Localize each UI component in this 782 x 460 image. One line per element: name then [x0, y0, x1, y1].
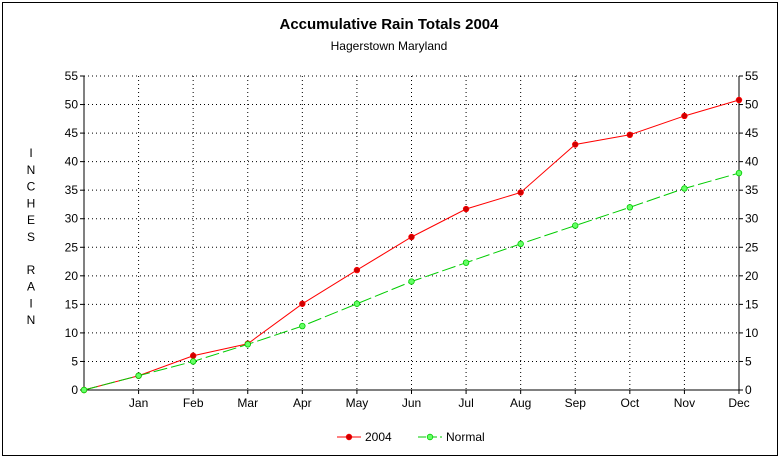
y-tick-label-right: 30 — [745, 212, 759, 226]
y-label-char: E — [27, 213, 35, 227]
x-tick-label: Jan — [129, 396, 148, 410]
y-tick-label-right: 45 — [745, 126, 759, 140]
y-tick-label-right: 40 — [745, 155, 759, 169]
y-tick-label-right: 35 — [745, 183, 759, 197]
y-tick-label-right: 25 — [745, 240, 759, 254]
series-point-1 — [135, 372, 142, 379]
x-tick-label: May — [346, 396, 369, 410]
y-tick-label-left: 30 — [65, 212, 79, 226]
series-point-0 — [353, 266, 361, 274]
x-tick-label: Mar — [237, 396, 258, 410]
series — [80, 96, 743, 394]
series-point-1 — [735, 169, 743, 177]
y-tick-label-right: 55 — [745, 69, 759, 83]
x-tick-label: Oct — [620, 396, 639, 410]
x-tick-label: Aug — [510, 396, 531, 410]
series-point-0 — [299, 300, 306, 307]
chart-title: Accumulative Rain Totals 2004 — [280, 16, 500, 33]
series-point-1 — [626, 204, 634, 211]
series-point-0 — [517, 189, 524, 196]
y-label-char: C — [27, 180, 36, 194]
series-point-1 — [353, 300, 361, 307]
series-point-0 — [462, 205, 470, 213]
series-point-1 — [189, 358, 197, 365]
chart-frame — [2, 2, 778, 456]
series-point-1 — [408, 278, 415, 285]
chart-subtitle: Hagerstown Maryland — [331, 39, 448, 53]
y-label-char: S — [27, 230, 35, 244]
series-point-0 — [189, 352, 197, 359]
x-tick-label: Jun — [402, 396, 421, 410]
series-point-1 — [80, 386, 88, 394]
x-tick-label: Dec — [728, 396, 749, 410]
series-point-1 — [517, 240, 524, 248]
series-point-1 — [681, 185, 688, 192]
legend-marker-0 — [345, 433, 353, 441]
x-tick-label: Sep — [565, 396, 587, 410]
y-label-char: I — [29, 146, 32, 160]
y-tick-label-left: 50 — [65, 98, 79, 112]
series-point-1 — [299, 322, 306, 330]
series-point-0 — [572, 141, 579, 148]
legend-label-0: 2004 — [365, 430, 392, 444]
y-tick-label-left: 55 — [65, 69, 79, 83]
y-tick-label-left: 20 — [65, 269, 79, 283]
y-tick-label-left: 10 — [65, 326, 79, 340]
y-tick-label-left: 15 — [65, 297, 79, 311]
legend-marker-1 — [426, 433, 434, 441]
series-point-0 — [735, 96, 743, 104]
y-label-char: N — [27, 163, 36, 177]
y-tick-label-right: 20 — [745, 269, 759, 283]
legend-label-1: Normal — [446, 430, 485, 444]
series-point-0 — [626, 131, 634, 139]
y-tick-label-right: 15 — [745, 297, 759, 311]
grid — [84, 75, 739, 390]
y-label-char: H — [27, 196, 36, 210]
x-tick-label: Jul — [458, 396, 473, 410]
legend: 2004 Normal — [337, 430, 485, 444]
y-label-char: A — [27, 280, 35, 294]
y-tick-label-left: 0 — [71, 383, 78, 397]
y-tick-label-right: 50 — [745, 98, 759, 112]
y-tick-label-right: 5 — [745, 354, 752, 368]
y-tick-label-left: 25 — [65, 240, 79, 254]
y-label-char: R — [27, 263, 36, 277]
x-tick-label: Feb — [183, 396, 204, 410]
y-label-char: N — [27, 313, 36, 327]
y-tick-label-left: 40 — [65, 155, 79, 169]
y-tick-label-left: 5 — [71, 354, 78, 368]
y-label-char: I — [29, 296, 32, 310]
series-point-1 — [462, 259, 470, 266]
x-tick-label: Nov — [674, 396, 695, 410]
y-tick-label-left: 35 — [65, 183, 79, 197]
y-tick-label-left: 45 — [65, 126, 79, 140]
y-tick-label-right: 10 — [745, 326, 759, 340]
series-point-1 — [572, 222, 579, 229]
series-point-1 — [244, 341, 251, 348]
y-tick-label-right: 0 — [745, 383, 752, 397]
series-point-0 — [681, 112, 688, 120]
series-point-0 — [408, 233, 415, 241]
x-tick-label: Apr — [293, 396, 312, 410]
